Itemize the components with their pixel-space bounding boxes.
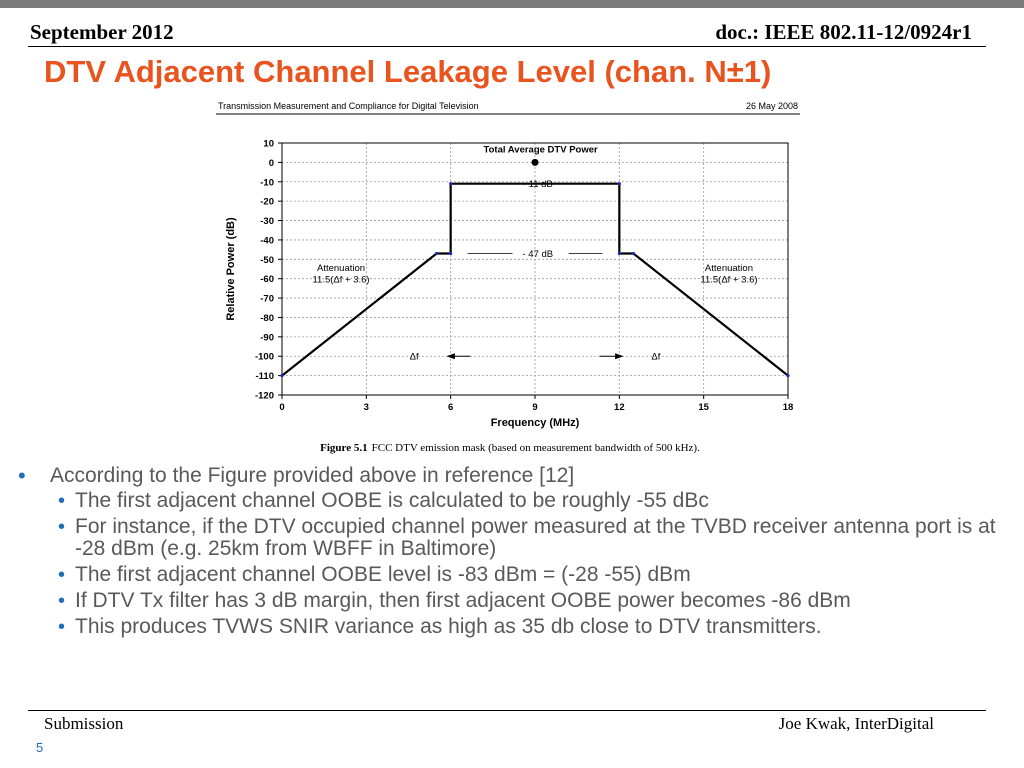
emission-mask-chart: Transmission Measurement and Compliance … xyxy=(216,101,800,454)
sub-bullet-text: The first adjacent channel OOBE is calcu… xyxy=(75,489,709,512)
header-date: September 2012 xyxy=(30,20,174,44)
attenuation-left-label: Attenuation xyxy=(317,263,365,274)
bullet-dot-icon: • xyxy=(58,616,66,638)
figure-header-right: 26 May 2008 xyxy=(746,101,798,111)
y-tick-label: -100 xyxy=(255,352,274,363)
page-number: 5 xyxy=(36,740,44,755)
x-tick-label: 18 xyxy=(783,402,794,413)
y-tick-label: -70 xyxy=(260,294,274,305)
mask-vertex-point xyxy=(449,182,453,186)
y-tick-label: 0 xyxy=(269,158,274,169)
attenuation-right-formula: 11.5(Δf + 3.6) xyxy=(700,275,757,286)
sub-bullet-item: • The first adjacent channel OOBE is calc… xyxy=(18,489,1008,513)
y-tick-label: -60 xyxy=(260,274,274,285)
footer-author: Joe Kwak, InterDigital xyxy=(778,714,934,733)
x-tick-label: 3 xyxy=(364,402,369,413)
attenuation-right-label: Attenuation xyxy=(705,263,753,274)
x-tick-label: 15 xyxy=(698,402,709,413)
x-tick-label: 0 xyxy=(279,402,284,413)
y-tick-label: 10 xyxy=(263,139,274,150)
level-11db-label: - 11 dB xyxy=(523,179,553,190)
mask-vertex-point xyxy=(435,251,439,256)
bullet-dot-icon: • xyxy=(58,490,66,512)
mask-vertex-point xyxy=(631,251,635,256)
top-bar xyxy=(0,0,1024,8)
mask-vertex-point xyxy=(280,374,284,378)
delta-f-right-arrowhead xyxy=(615,353,624,360)
y-tick-label: -50 xyxy=(260,255,274,266)
bullet-item: • According to the Figure provided above … xyxy=(18,463,1008,488)
y-tick-label: -30 xyxy=(260,216,274,227)
mask-vertex-point xyxy=(449,251,453,256)
header-doc-id: doc.: IEEE 802.11-12/0924r1 xyxy=(715,20,972,44)
y-tick-label: -40 xyxy=(260,235,274,246)
delta-f-right-label: Δf xyxy=(651,352,660,363)
sub-bullet-item: • The first adjacent channel OOBE level i… xyxy=(18,563,1008,587)
y-tick-label: -80 xyxy=(260,313,274,324)
level-47db-label: - 47 dB xyxy=(522,249,553,260)
y-tick-label: -90 xyxy=(260,332,274,343)
mask-vertex-point xyxy=(617,182,621,186)
y-tick-label: -120 xyxy=(255,391,274,402)
y-tick-label: -110 xyxy=(256,371,275,382)
sub-bullet-text: This produces TVWS SNIR variance as high… xyxy=(75,615,822,638)
figure-header-left: Transmission Measurement and Compliance … xyxy=(218,101,479,111)
footer-submission: Submission xyxy=(44,714,124,733)
bullet-dot-icon: • xyxy=(58,564,66,586)
footer-rule xyxy=(28,710,986,711)
attenuation-left-formula: 11.5(Δf + 3.6) xyxy=(312,275,369,286)
emission-mask-line xyxy=(281,182,789,377)
slide-title: DTV Adjacent Channel Leakage Level (chan… xyxy=(44,54,772,89)
sub-bullet-item: • For instance, if the DTV occupied chann… xyxy=(18,516,1008,560)
mask-vertex-point xyxy=(617,251,621,256)
sub-bullet-item: • This produces TVWS SNIR variance as hig… xyxy=(18,615,1008,639)
x-tick-label: 6 xyxy=(448,402,453,413)
figure-caption-text: FCC DTV emission mask (based on measurem… xyxy=(372,442,700,454)
bullet-text: According to the Figure provided above i… xyxy=(50,464,575,487)
y-tick-label: -20 xyxy=(260,197,274,208)
header-rule xyxy=(28,46,986,47)
sub-bullet-text: For instance, if the DTV occupied channe… xyxy=(75,515,996,560)
figure-caption-label: Figure 5.1 xyxy=(320,442,367,454)
y-axis-label: Relative Power (dB) xyxy=(225,217,237,321)
delta-f-left-label: Δf xyxy=(410,352,419,363)
x-axis-label: Frequency (MHz) xyxy=(491,417,580,429)
x-tick-label: 12 xyxy=(614,402,625,413)
total-power-point xyxy=(531,158,539,166)
mask-vertex-point xyxy=(786,374,790,378)
delta-f-left-arrowhead xyxy=(446,353,455,360)
total-power-label: Total Average DTV Power xyxy=(484,145,599,156)
sub-bullet-text: If DTV Tx filter has 3 dB margin, then f… xyxy=(75,589,851,612)
sub-bullet-item: • If DTV Tx filter has 3 dB margin, then … xyxy=(18,589,1008,613)
figure-caption: Figure 5.1 FCC DTV emission mask (based o… xyxy=(320,442,700,454)
figure: Transmission Measurement and Compliance … xyxy=(210,96,810,461)
x-tick-label: 9 xyxy=(532,402,537,413)
bullet-dot-icon: • xyxy=(58,590,66,612)
bullet-list: • According to the Figure provided above … xyxy=(18,463,1008,642)
sub-bullet-text: The first adjacent channel OOBE level is… xyxy=(75,563,691,586)
bullet-dot-icon: • xyxy=(18,463,26,488)
bullet-dot-icon: • xyxy=(58,516,66,538)
y-tick-label: -10 xyxy=(260,177,274,188)
